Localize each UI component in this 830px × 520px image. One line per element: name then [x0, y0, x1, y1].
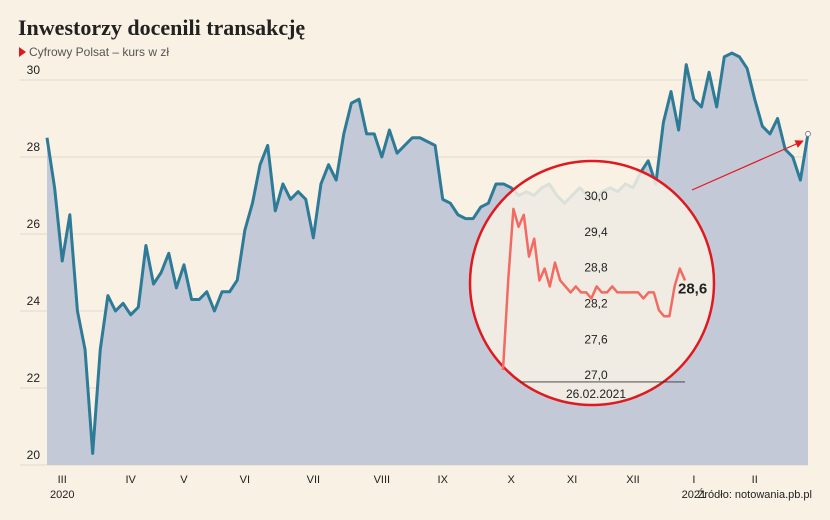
chart-title: Inwestorzy docenili transakcję — [18, 15, 305, 40]
y-tick-label: 28 — [27, 140, 41, 154]
x-tick-label: I — [692, 474, 695, 486]
x-tick-label: XI — [567, 474, 577, 486]
year-label: 2021 — [682, 489, 706, 501]
end-point — [805, 130, 811, 137]
y-tick-label: 20 — [27, 448, 41, 462]
subtitle-marker — [19, 47, 26, 57]
x-tick-label: V — [180, 474, 188, 486]
inset-circle — [468, 159, 716, 407]
inset-tick-label: 28,8 — [584, 261, 608, 275]
inset-title: 26.02.2021 — [566, 387, 626, 401]
arrow — [691, 140, 804, 191]
x-tick-label: IX — [438, 474, 449, 486]
inset-tick-label: 29,4 — [584, 225, 608, 239]
x-tick-label: VIII — [374, 474, 391, 486]
y-tick-label: 26 — [27, 217, 41, 231]
y-tick-label: 22 — [27, 371, 41, 385]
x-tick-label: II — [752, 474, 758, 486]
x-tick-label: IV — [126, 474, 137, 486]
inset-chart: 27,0 27,6 28,2 28,8 29,4 30,0 26.02.2021 28,6 — [501, 189, 707, 401]
x-tick-label: VI — [240, 474, 250, 486]
line — [45, 51, 810, 455]
inset-line — [501, 207, 687, 371]
y-tick-label: 24 — [27, 294, 41, 308]
subtitle: Cyfrowy Polsat – kurs w zł — [29, 45, 169, 59]
inset-tick-label: 27,6 — [584, 332, 608, 346]
source: Źródło: notowania.pb.pl — [698, 488, 812, 501]
x-tick-label: XII — [626, 474, 639, 486]
value-label: 28,6 — [678, 280, 707, 297]
inset-tick-label: 30,0 — [584, 189, 608, 203]
inset-tick-label: 27,0 — [584, 368, 608, 382]
x-tick-label: VII — [307, 474, 320, 486]
x-tick-label: III — [58, 474, 67, 486]
year-label: 2020 — [50, 489, 74, 501]
inset-tick-label: 28,2 — [584, 297, 608, 311]
x-tick-label: X — [508, 474, 516, 486]
y-tick-label: 30 — [27, 63, 41, 77]
